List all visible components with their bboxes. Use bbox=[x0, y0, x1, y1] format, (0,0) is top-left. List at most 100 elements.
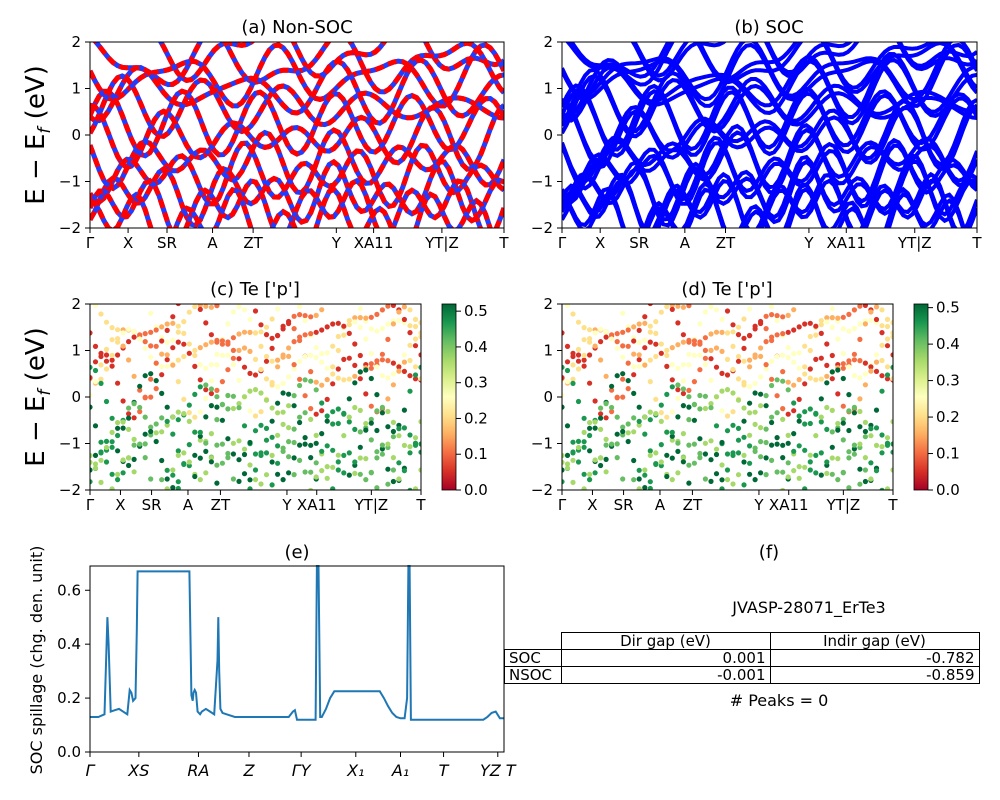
projection-point bbox=[115, 352, 121, 358]
projection-point bbox=[642, 314, 648, 320]
projection-point bbox=[840, 375, 846, 382]
projection-point bbox=[252, 330, 259, 336]
projection-point bbox=[175, 409, 181, 415]
projection-point bbox=[686, 404, 692, 410]
projection-point bbox=[153, 386, 159, 392]
projection-point bbox=[103, 444, 110, 451]
projection-point bbox=[614, 455, 620, 461]
projection-point bbox=[241, 364, 248, 370]
projection-point bbox=[308, 314, 314, 320]
projection-point bbox=[275, 332, 281, 339]
projection-point bbox=[390, 467, 396, 473]
projection-point bbox=[669, 345, 675, 351]
projection-point bbox=[335, 467, 341, 473]
projection-point bbox=[851, 404, 858, 410]
projection-point bbox=[730, 452, 736, 458]
projection-point bbox=[87, 297, 92, 302]
projection-point bbox=[225, 367, 231, 373]
projection-point bbox=[214, 404, 220, 410]
projection-point bbox=[813, 323, 819, 329]
projection-point bbox=[686, 462, 692, 468]
projection-point bbox=[862, 478, 869, 485]
xtick-label: A₁ bbox=[391, 761, 409, 780]
projection-point bbox=[813, 332, 819, 338]
projection-point bbox=[575, 346, 582, 352]
projection-point bbox=[368, 469, 374, 475]
projection-point bbox=[653, 450, 659, 456]
projection-point bbox=[774, 435, 780, 441]
projection-point bbox=[109, 486, 115, 490]
projection-point bbox=[203, 470, 209, 476]
projection-point bbox=[208, 304, 214, 310]
projection-point bbox=[730, 422, 736, 428]
projection-point bbox=[785, 329, 791, 335]
projection-point bbox=[647, 323, 653, 329]
projection-point bbox=[562, 364, 565, 370]
projection-point bbox=[186, 442, 192, 448]
projection-point bbox=[862, 419, 869, 425]
projection-point bbox=[598, 326, 604, 332]
projection-point bbox=[142, 441, 148, 447]
projection-point bbox=[148, 428, 154, 435]
projection-point bbox=[879, 323, 885, 329]
projection-point bbox=[796, 350, 802, 356]
projection-point bbox=[620, 424, 626, 430]
projection-point bbox=[159, 390, 165, 396]
projection-point bbox=[247, 439, 253, 446]
projection-point bbox=[418, 330, 421, 336]
projection-point bbox=[730, 409, 736, 415]
panel-c-colorbar-ticks: 0.5 0.4 0.3 0.2 0.1 0.0 bbox=[456, 302, 488, 499]
band-line bbox=[562, 159, 977, 228]
projection-point bbox=[609, 290, 614, 295]
projection-point bbox=[702, 393, 709, 399]
xtick-label: A bbox=[207, 234, 218, 252]
ytick-label: 0.6 bbox=[57, 581, 81, 599]
projection-point bbox=[164, 321, 170, 327]
projection-point bbox=[368, 314, 374, 320]
projection-point bbox=[401, 368, 407, 374]
projection-point bbox=[724, 413, 731, 419]
xtick-label: Γ bbox=[558, 496, 567, 514]
projection-point bbox=[758, 391, 764, 397]
projection-point bbox=[802, 343, 808, 349]
projection-point bbox=[658, 459, 664, 465]
projection-point bbox=[884, 364, 891, 370]
projection-point bbox=[181, 341, 187, 347]
projection-point bbox=[103, 459, 110, 465]
projection-point bbox=[324, 377, 330, 383]
projection-point bbox=[708, 304, 714, 310]
projection-point bbox=[186, 418, 192, 424]
xtick-label: XA11 bbox=[354, 234, 394, 252]
projection-point bbox=[396, 460, 402, 466]
projection-point bbox=[126, 462, 132, 469]
projection-point bbox=[335, 420, 341, 427]
projection-point bbox=[142, 331, 148, 337]
projection-point bbox=[379, 357, 385, 363]
projection-point bbox=[735, 332, 742, 338]
projection-point bbox=[241, 446, 248, 452]
projection-point bbox=[252, 387, 259, 393]
projection-point bbox=[357, 369, 363, 375]
projection-point bbox=[697, 392, 703, 399]
projection-point bbox=[230, 476, 236, 482]
projection-point bbox=[291, 455, 297, 461]
projection-point bbox=[131, 442, 137, 448]
projection-point bbox=[90, 330, 93, 336]
projection-point bbox=[298, 489, 301, 490]
projection-point bbox=[564, 304, 571, 308]
projection-point bbox=[396, 476, 402, 482]
projection-point bbox=[636, 363, 642, 369]
projection-point bbox=[401, 352, 407, 358]
projection-point bbox=[93, 293, 98, 298]
projection-point bbox=[686, 362, 692, 368]
projection-point bbox=[252, 451, 259, 457]
projection-point bbox=[774, 441, 780, 447]
projection-point bbox=[175, 485, 181, 490]
projection-point bbox=[664, 363, 670, 369]
projection-point bbox=[319, 400, 325, 406]
projection-point bbox=[219, 441, 225, 447]
projection-point bbox=[203, 342, 209, 348]
projection-point bbox=[352, 319, 358, 325]
projection-point bbox=[620, 310, 626, 316]
projection-point bbox=[308, 331, 314, 337]
